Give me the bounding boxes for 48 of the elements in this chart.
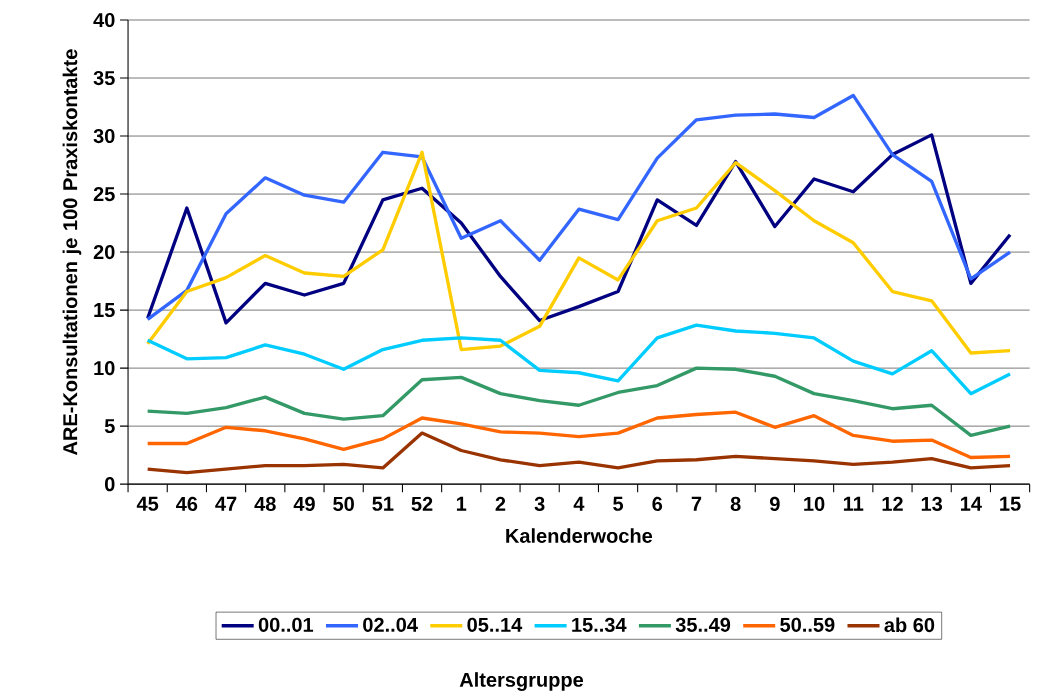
x-tick-label: 9 (769, 497, 780, 512)
x-tick-label: 10 (804, 497, 825, 512)
y-tick-label: 30 (93, 129, 115, 144)
x-tick-label: 1 (456, 497, 467, 511)
y-tick-label: 20 (93, 245, 115, 260)
legend-label: 00..01 (258, 617, 314, 633)
x-tick-label: 2 (495, 497, 506, 512)
legend-label: 35..49 (675, 617, 731, 633)
legend-title: Altersgruppe (459, 672, 584, 692)
line-series (145, 150, 1012, 355)
x-tick-label: 4 (573, 497, 585, 511)
y-tick-label: 25 (93, 187, 115, 202)
line-series (145, 323, 1012, 396)
y-tick-label: 35 (93, 71, 115, 86)
x-tick-label: 12 (882, 497, 903, 512)
x-tick-label: 7 (691, 497, 702, 511)
x-tick-label: 51 (372, 497, 394, 512)
y-tick-label: 5 (104, 419, 115, 434)
y-axis-title: ARE-Konsultationen je 100 Praxiskontakte (62, 49, 82, 456)
y-tick-label: 10 (94, 361, 115, 376)
x-tick-label: 47 (215, 497, 237, 511)
x-tick-label: 15 (1000, 497, 1021, 512)
line-series (145, 93, 1012, 322)
line-series (145, 133, 1012, 325)
x-axis-title: Kalenderwoche (506, 528, 653, 544)
x-tick-label: 11 (843, 497, 864, 511)
legend-label: 05..14 (467, 617, 523, 633)
x-tick-label: 6 (652, 497, 663, 512)
x-tick-label: 48 (254, 497, 276, 512)
y-tick-label: 0 (105, 477, 115, 492)
x-tick-label: 3 (534, 497, 545, 512)
x-tick-label: 45 (136, 497, 159, 512)
x-tick-label: 52 (411, 497, 433, 512)
line-series (145, 366, 1012, 438)
legend-label: ab 60 (884, 617, 935, 633)
legend-label: 15..34 (572, 617, 627, 633)
legend-label: 02..04 (363, 617, 418, 633)
line-series (145, 410, 1012, 460)
x-tick-label: 14 (960, 497, 982, 511)
x-tick-label: 8 (730, 497, 741, 512)
legend-label: 50..59 (780, 617, 835, 633)
y-tick-label: 40 (93, 13, 115, 28)
y-tick-label: 15 (94, 303, 115, 318)
x-tick-label: 5 (613, 497, 624, 512)
x-tick-label: 46 (176, 497, 198, 512)
x-tick-label: 50 (333, 497, 354, 512)
x-tick-label: 49 (293, 497, 315, 512)
x-tick-label: 13 (921, 497, 943, 512)
